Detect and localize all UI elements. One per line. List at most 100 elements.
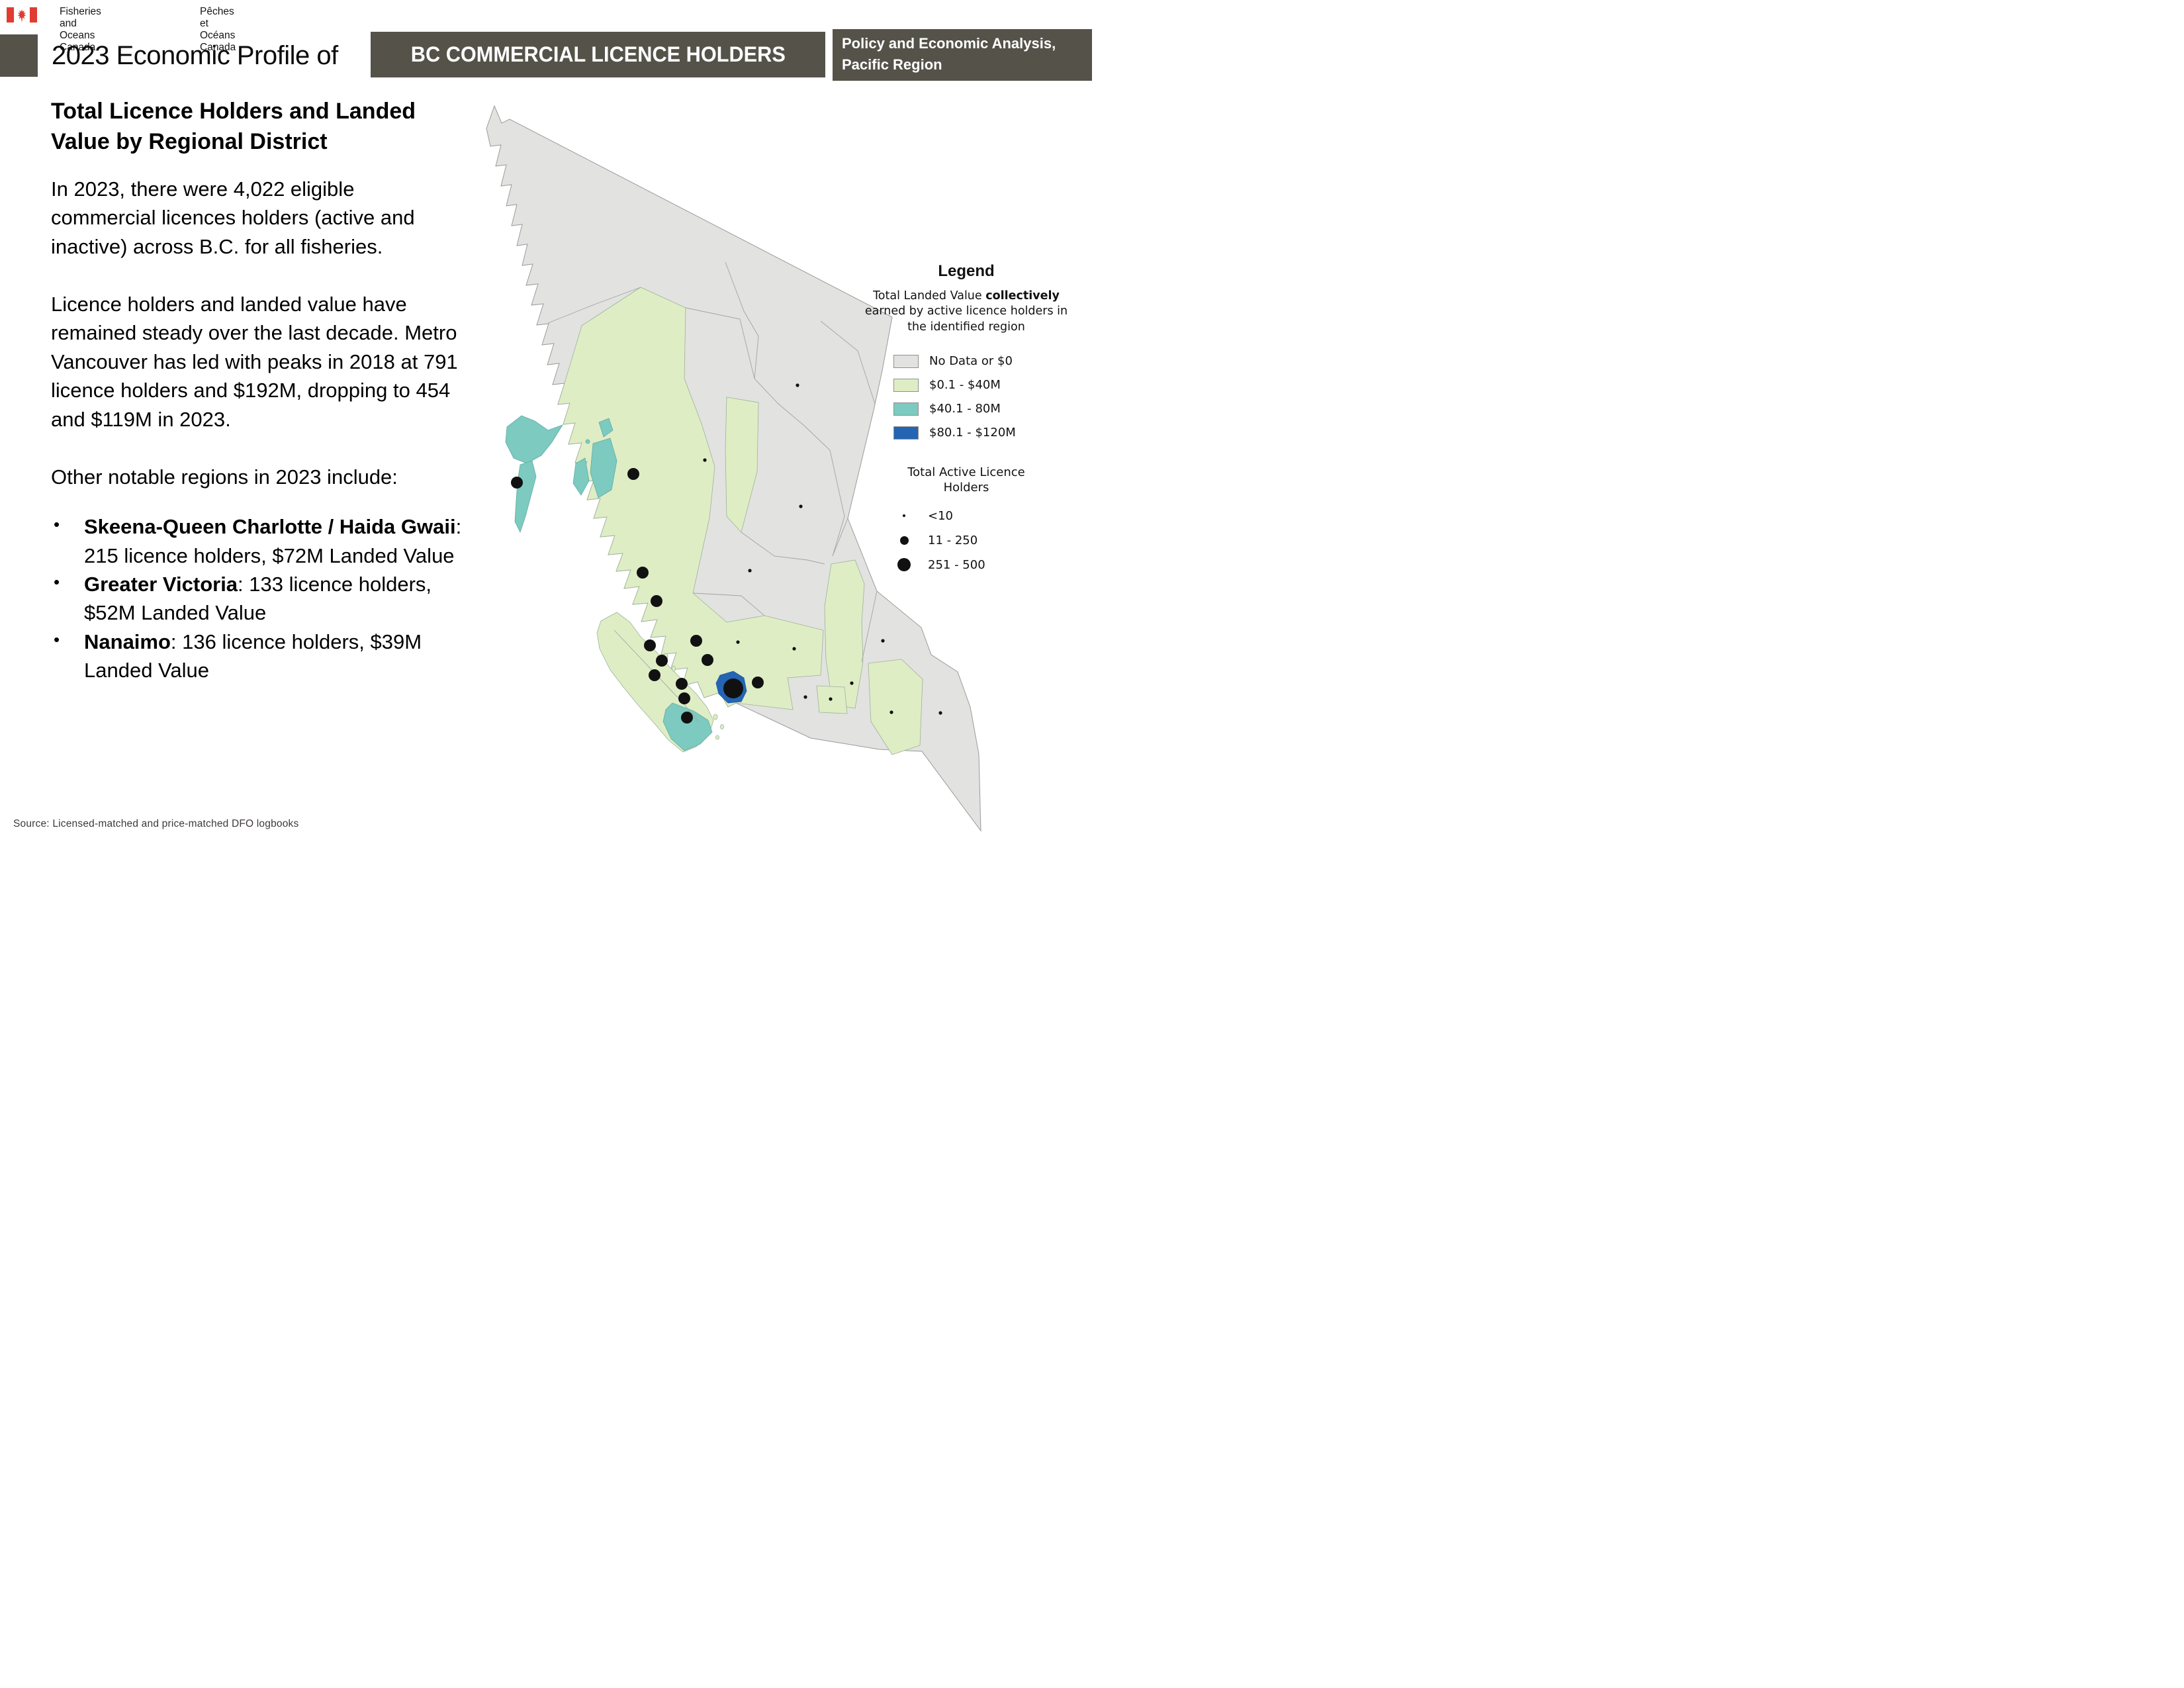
haida-gwaii-graham-island bbox=[505, 415, 563, 464]
legend-dot-row-large: 251 - 500 bbox=[851, 553, 1081, 577]
legend-desc-pre: Total Landed Value bbox=[873, 289, 986, 303]
wordmark-fr-line1: Pêches et Océans bbox=[200, 6, 236, 41]
wordmark-english: Fisheries and Oceans Canada bbox=[60, 6, 101, 54]
legend-dots-title: Total Active Licence Holders bbox=[907, 465, 1025, 495]
legend-row-label: $80.1 - $120M bbox=[929, 426, 1016, 440]
legend-dot-label: 11 - 250 bbox=[928, 533, 978, 547]
small-dot-icon bbox=[903, 514, 905, 518]
map-dot-small bbox=[799, 504, 803, 508]
map-dot-small bbox=[748, 569, 752, 573]
page-title: 2023 Economic Profile of bbox=[52, 40, 338, 70]
org-line1: Policy and Economic Analysis, bbox=[842, 35, 1056, 52]
banner-accent-square bbox=[0, 34, 38, 77]
map-dot-small bbox=[792, 647, 796, 651]
paragraph-3: Other notable regions in 2023 include: bbox=[51, 465, 398, 489]
wordmark-en-line1: Fisheries and Oceans bbox=[60, 6, 101, 41]
haida-gwaii-moresby-island bbox=[514, 460, 537, 534]
article-column: Total Licence Holders and Landed Value b… bbox=[51, 97, 465, 685]
map-dot-medium bbox=[627, 468, 639, 480]
high-value-swatch bbox=[893, 426, 919, 440]
island-speck bbox=[672, 665, 676, 672]
map-dot-small bbox=[703, 458, 707, 462]
low-value-swatch bbox=[893, 378, 919, 392]
list-item: • Nanaimo: 136 licence holders, $39M Lan… bbox=[51, 628, 465, 685]
map-dot-small bbox=[736, 640, 740, 644]
map-dot-medium bbox=[752, 677, 764, 688]
map-dot-small bbox=[829, 697, 833, 701]
legend-dot-row-medium: 11 - 250 bbox=[851, 528, 1081, 553]
org-box: Policy and Economic Analysis, Pacific Re… bbox=[833, 29, 1092, 81]
bullet-icon: • bbox=[54, 514, 60, 535]
legend-row-low: $0.1 - $40M bbox=[851, 373, 1081, 397]
dot-cell bbox=[889, 558, 919, 572]
legend-row-label: $40.1 - 80M bbox=[929, 402, 1001, 416]
district-boundaries bbox=[547, 261, 878, 722]
map-dot-medium bbox=[651, 595, 662, 607]
map-dot-medium bbox=[702, 654, 713, 666]
legend-row-no-data: No Data or $0 bbox=[851, 350, 1081, 373]
legend-dot-label: <10 bbox=[928, 508, 953, 523]
bc-choropleth-map bbox=[463, 93, 1013, 834]
bullet-lead: Nanaimo bbox=[84, 630, 171, 653]
map-dot-small bbox=[850, 681, 854, 685]
map-dot-medium bbox=[690, 635, 702, 647]
legend-dot-row-small: <10 bbox=[851, 504, 1081, 528]
map-dot-large bbox=[723, 679, 743, 698]
map-dot-small bbox=[938, 711, 942, 715]
title-box-text: BC COMMERCIAL LICENCE HOLDERS bbox=[410, 42, 786, 66]
map-dot-medium bbox=[678, 692, 690, 704]
legend-row-mid: $40.1 - 80M bbox=[851, 397, 1081, 421]
legend-description: Total Landed Value collectively earned b… bbox=[863, 289, 1069, 335]
legend-row-label: $0.1 - $40M bbox=[929, 378, 1001, 393]
map-dot-small bbox=[881, 639, 885, 643]
bullet-lead: Greater Victoria bbox=[84, 573, 238, 596]
page: { "masthead": { "wordmark_en_line1": "Fi… bbox=[0, 0, 1092, 844]
wordmark-fr-line2: Canada bbox=[200, 42, 236, 53]
legend-dot-classes: <10 11 - 250 251 - 500 bbox=[851, 504, 1081, 577]
region-columbia-shuswap bbox=[824, 559, 865, 709]
wordmark-en-line2: Canada bbox=[60, 42, 96, 53]
source-note: Source: Licensed-matched and price-match… bbox=[13, 818, 299, 829]
legend-row-high: $80.1 - $120M bbox=[851, 421, 1081, 445]
north-coast-islands bbox=[590, 438, 617, 498]
list-item: • Greater Victoria: 133 licence holders,… bbox=[51, 570, 465, 628]
section-heading: Total Licence Holders and Landed Value b… bbox=[51, 99, 416, 154]
map-dot-medium bbox=[649, 669, 660, 681]
wordmark-french: Pêches et Océans Canada bbox=[200, 6, 236, 54]
north-coast-islands bbox=[598, 418, 614, 438]
gulf-island-speck bbox=[720, 724, 724, 729]
list-item: • Skeena-Queen Charlotte / Haida Gwaii: … bbox=[51, 512, 465, 570]
medium-dot-icon bbox=[899, 536, 909, 545]
bullet-rest: : 136 licence holders, $39M Landed Value bbox=[84, 630, 422, 682]
map-dot-small bbox=[796, 383, 799, 387]
dot-cell bbox=[889, 514, 919, 518]
north-coast-islands bbox=[572, 457, 590, 496]
bullet-icon: • bbox=[54, 629, 60, 649]
no-data-swatch bbox=[893, 354, 919, 368]
map-dot-small bbox=[889, 710, 893, 714]
notable-regions-list: • Skeena-Queen Charlotte / Haida Gwaii : … bbox=[51, 512, 465, 684]
dot-cell bbox=[889, 536, 919, 545]
paragraph-1: In 2023, there were 4,022 eligible comme… bbox=[51, 177, 415, 258]
map-dot-medium bbox=[637, 567, 649, 579]
org-line2: Pacific Region bbox=[842, 56, 942, 73]
map-dot-medium bbox=[511, 477, 523, 489]
map-legend: Legend Total Landed Value collectively e… bbox=[851, 262, 1081, 577]
title-box: BC COMMERCIAL LICENCE HOLDERS bbox=[371, 32, 825, 77]
north-coast-speck bbox=[585, 439, 590, 444]
large-dot-icon bbox=[897, 558, 911, 572]
map-dot-medium bbox=[644, 639, 656, 651]
region-greater-victoria bbox=[662, 702, 713, 751]
map-dot-medium bbox=[656, 655, 668, 667]
legend-desc-bold: collectively bbox=[985, 289, 1060, 303]
legend-desc-post: earned by active licence holders in the … bbox=[864, 305, 1068, 334]
bullet-icon: • bbox=[54, 572, 60, 592]
map-dot-medium bbox=[676, 678, 688, 690]
bullet-lead: Skeena-Queen Charlotte / Haida Gwaii bbox=[84, 515, 456, 539]
legend-dot-label: 251 - 500 bbox=[928, 557, 985, 572]
map-svg bbox=[486, 105, 981, 832]
legend-row-label: No Data or $0 bbox=[929, 354, 1013, 369]
canada-flag-icon bbox=[7, 7, 37, 23]
map-dot-medium bbox=[681, 712, 693, 724]
region-kootenay-south bbox=[868, 659, 923, 755]
